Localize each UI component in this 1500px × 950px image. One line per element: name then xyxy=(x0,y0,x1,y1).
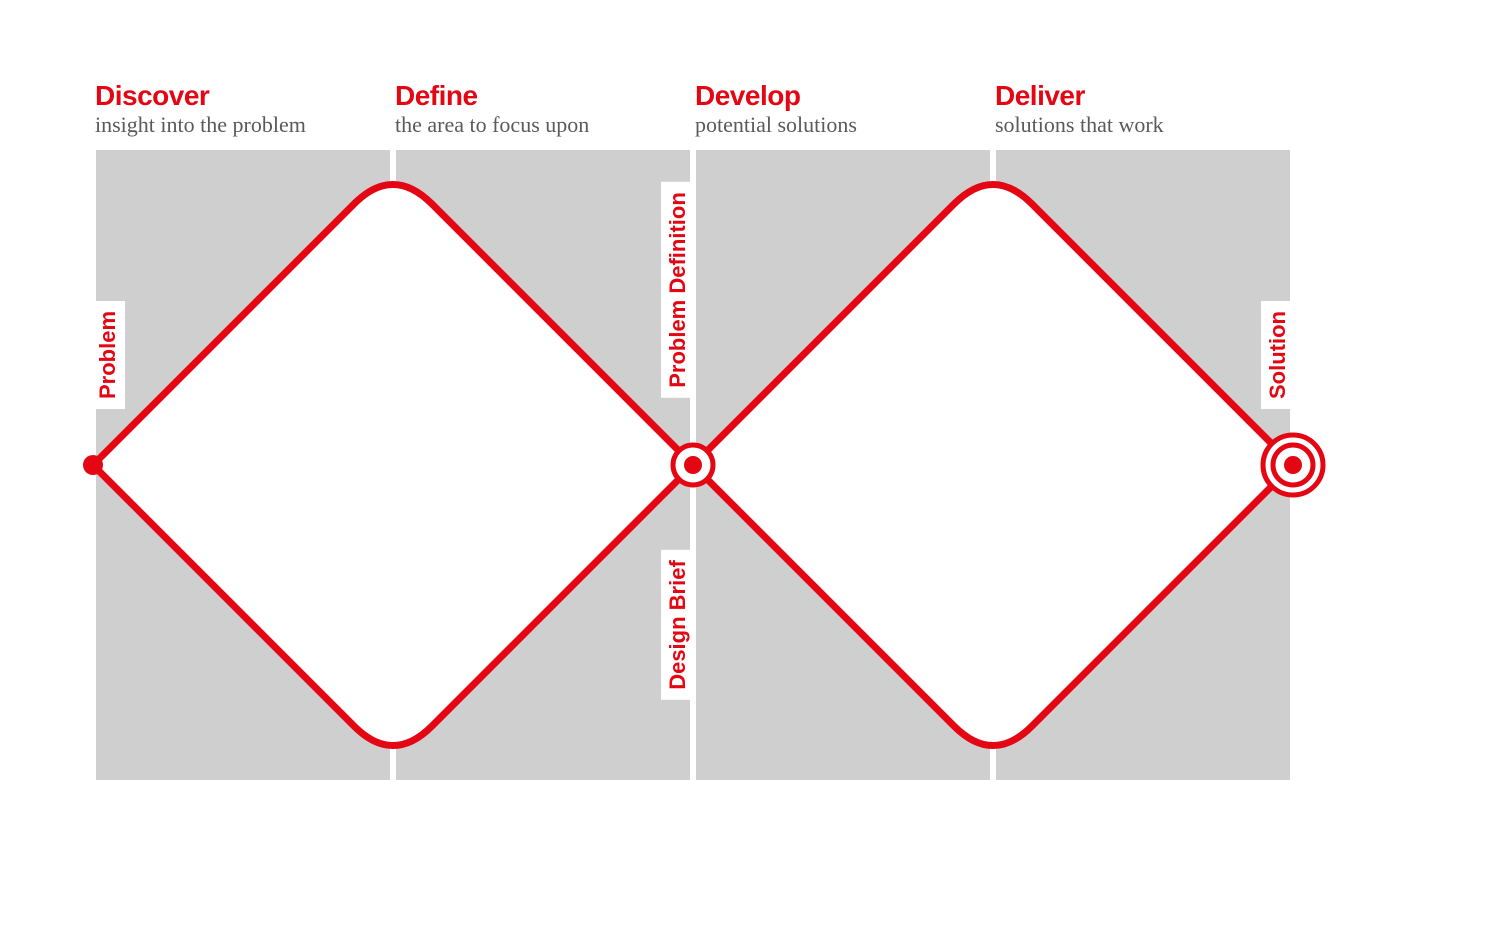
phase-deliver: Deliver solutions that work xyxy=(995,80,1164,138)
phase-define-title: Define xyxy=(395,80,589,112)
phase-define-subtitle: the area to focus upon xyxy=(395,112,589,138)
phase-develop-subtitle: potential solutions xyxy=(695,112,857,138)
phase-discover: Discover insight into the problem xyxy=(95,80,306,138)
label-problem-definition: Problem Definition xyxy=(661,182,695,398)
double-diamond-svg xyxy=(0,0,1500,950)
label-design-brief: Design Brief xyxy=(661,550,695,700)
phase-define: Define the area to focus upon xyxy=(395,80,589,138)
phase-develop-title: Develop xyxy=(695,80,857,112)
phase-develop: Develop potential solutions xyxy=(695,80,857,138)
phase-discover-title: Discover xyxy=(95,80,306,112)
phase-deliver-subtitle: solutions that work xyxy=(995,112,1164,138)
phase-deliver-title: Deliver xyxy=(995,80,1164,112)
label-solution: Solution xyxy=(1261,301,1295,409)
label-problem: Problem xyxy=(91,301,125,409)
phase-discover-subtitle: insight into the problem xyxy=(95,112,306,138)
